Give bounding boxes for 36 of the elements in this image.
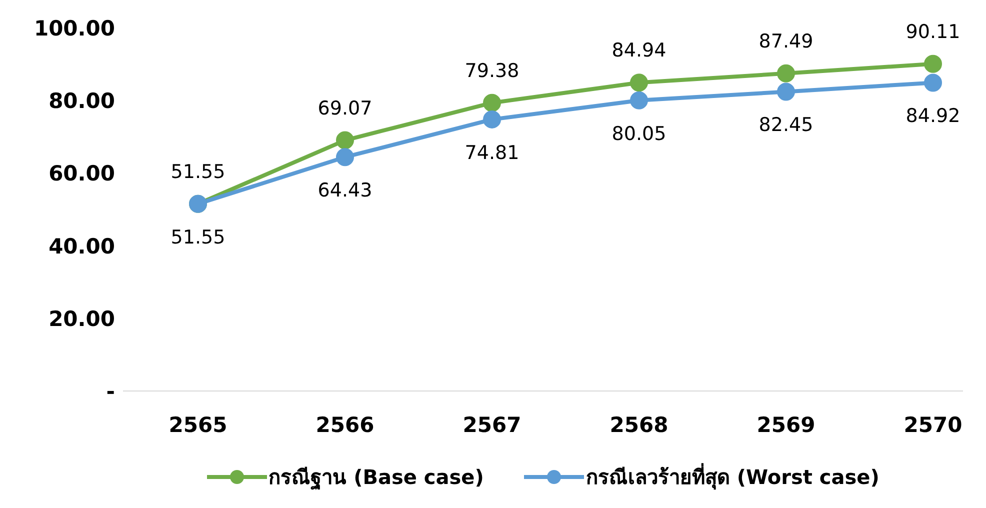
data-label: 82.45 — [758, 114, 814, 136]
point — [336, 148, 354, 166]
point — [924, 74, 942, 92]
data-label: 79.38 — [464, 60, 520, 82]
y-tick-label: - — [106, 379, 115, 404]
data-label: 51.55 — [170, 226, 226, 248]
y-tick-label: 20.00 — [48, 306, 115, 331]
data-label: 51.55 — [170, 160, 226, 183]
y-tick-label: 80.00 — [48, 89, 115, 114]
point — [336, 131, 354, 150]
point — [924, 54, 942, 73]
data-label: 69.07 — [318, 97, 372, 120]
point — [777, 64, 795, 82]
point — [483, 94, 501, 112]
data-label: 80.05 — [612, 122, 666, 145]
data-label: 90.11 — [906, 20, 960, 43]
data-label: 74.81 — [464, 142, 520, 164]
x-tick-label: 2567 — [462, 412, 522, 437]
x-tick-label: 2568 — [610, 412, 668, 437]
x-tick-label: 2570 — [904, 412, 962, 437]
y-tick-label: 40.00 — [48, 234, 115, 258]
data-label: 87.49 — [758, 30, 814, 52]
point — [777, 82, 795, 101]
data-label: 84.94 — [612, 40, 666, 62]
point — [630, 74, 648, 92]
x-tick-label: 2566 — [316, 412, 374, 437]
y-tick-label: 60.00 — [48, 162, 115, 186]
legend-label: กรณีฐาน (Base case) — [268, 464, 484, 492]
data-label: 64.43 — [318, 180, 372, 202]
x-tick-label: 2569 — [756, 412, 816, 437]
y-tick-label: 100.00 — [34, 16, 115, 40]
point — [483, 110, 501, 128]
point — [630, 91, 648, 110]
data-label: 84.92 — [906, 105, 960, 128]
legend-label: กรณีเลวร้ายที่สุด (Worst case) — [586, 462, 880, 492]
x-tick-label: 2565 — [168, 412, 228, 437]
